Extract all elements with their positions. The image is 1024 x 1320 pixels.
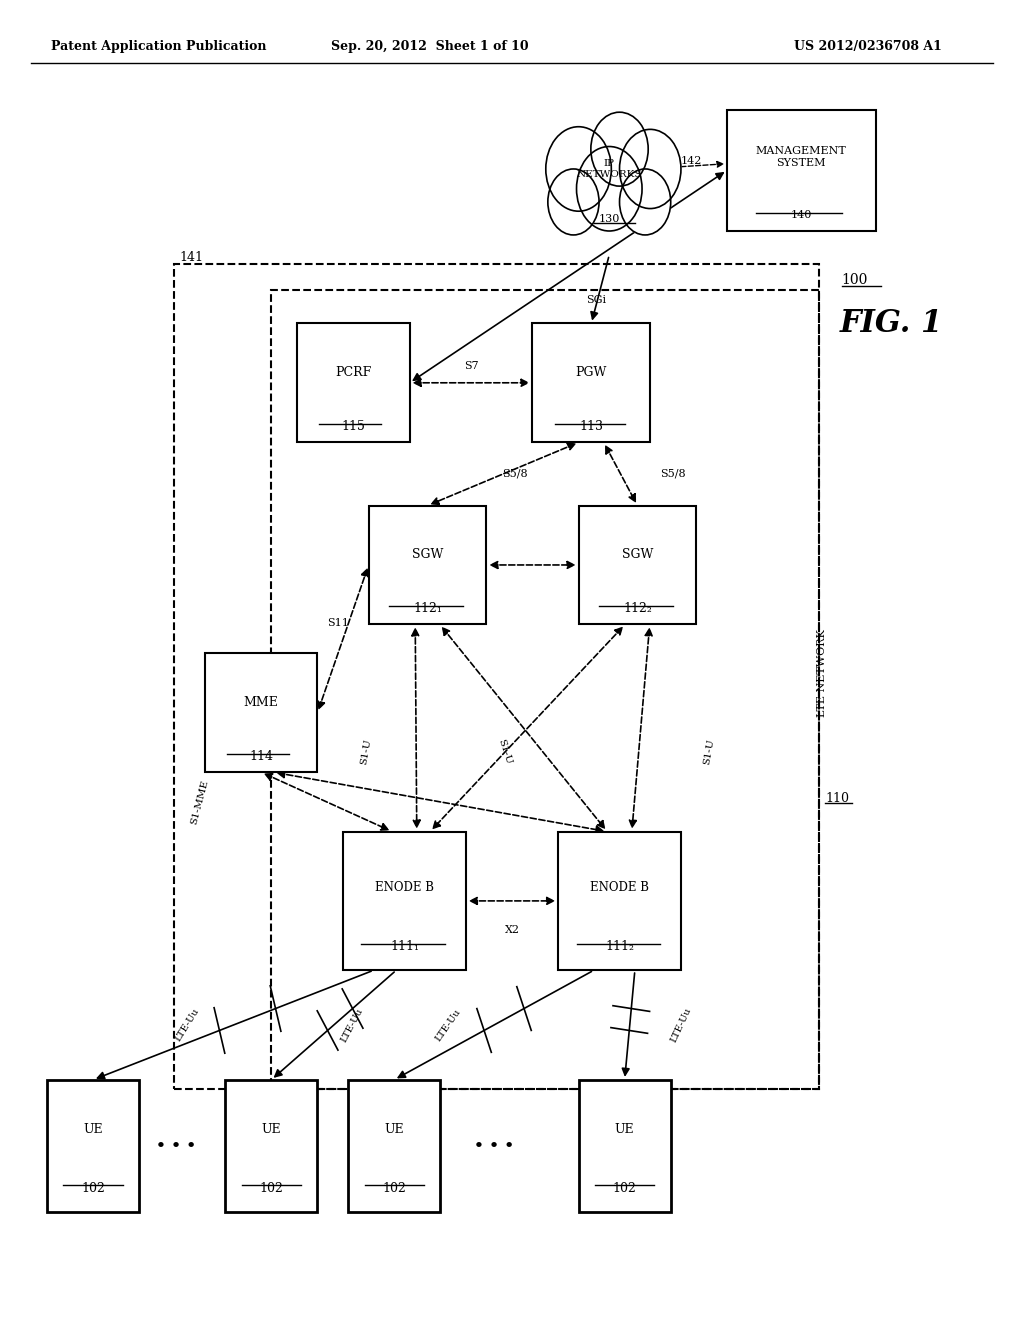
FancyBboxPatch shape <box>225 1080 317 1212</box>
Text: PGW: PGW <box>575 366 607 379</box>
Text: 111₂: 111₂ <box>605 940 634 953</box>
Text: IP
NETWORKS: IP NETWORKS <box>577 160 642 178</box>
Text: MME: MME <box>244 696 279 709</box>
Text: S1-MME: S1-MME <box>189 779 210 825</box>
Text: 102: 102 <box>382 1181 407 1195</box>
FancyBboxPatch shape <box>558 832 681 970</box>
Text: MANAGEMENT
SYSTEM: MANAGEMENT SYSTEM <box>756 147 847 168</box>
Text: S5/8: S5/8 <box>660 469 686 479</box>
Text: X2: X2 <box>505 925 519 935</box>
Text: LTE-Uu: LTE-Uu <box>340 1006 365 1044</box>
Text: 102: 102 <box>259 1181 284 1195</box>
Text: 110: 110 <box>825 792 849 805</box>
Text: 102: 102 <box>81 1181 105 1195</box>
FancyBboxPatch shape <box>348 1080 440 1212</box>
Text: S1-U: S1-U <box>702 738 716 766</box>
Text: UE: UE <box>83 1123 103 1137</box>
Text: S7: S7 <box>464 360 478 371</box>
Text: FIG. 1: FIG. 1 <box>840 308 943 339</box>
FancyBboxPatch shape <box>532 323 650 442</box>
Text: S1-U: S1-U <box>359 738 373 766</box>
Text: Sep. 20, 2012  Sheet 1 of 10: Sep. 20, 2012 Sheet 1 of 10 <box>332 40 528 53</box>
FancyBboxPatch shape <box>297 323 410 442</box>
FancyBboxPatch shape <box>579 1080 671 1212</box>
Text: Patent Application Publication: Patent Application Publication <box>51 40 266 53</box>
Text: LTE-Uu: LTE-Uu <box>174 1007 201 1043</box>
Text: SGW: SGW <box>412 548 443 561</box>
Text: ENODE B: ENODE B <box>590 882 649 894</box>
Text: LTE NETWORK: LTE NETWORK <box>817 630 827 717</box>
Text: SGi: SGi <box>587 294 606 305</box>
FancyBboxPatch shape <box>205 653 317 772</box>
Text: US 2012/0236708 A1: US 2012/0236708 A1 <box>795 40 942 53</box>
Circle shape <box>591 112 648 186</box>
Text: 142: 142 <box>681 156 702 166</box>
Text: SGW: SGW <box>622 548 653 561</box>
Text: 112₁: 112₁ <box>413 602 442 615</box>
Text: 141: 141 <box>179 251 203 264</box>
Text: 100: 100 <box>842 273 868 286</box>
Text: S11: S11 <box>327 618 349 628</box>
Text: UE: UE <box>384 1123 404 1137</box>
Text: PCRF: PCRF <box>335 366 372 379</box>
Text: 112₂: 112₂ <box>623 602 652 615</box>
Circle shape <box>620 129 681 209</box>
Text: LTE-Uu: LTE-Uu <box>433 1007 463 1043</box>
Text: 113: 113 <box>580 420 603 433</box>
Text: 140: 140 <box>791 210 812 220</box>
Text: ENODE B: ENODE B <box>375 882 434 894</box>
Text: 102: 102 <box>612 1181 637 1195</box>
Circle shape <box>620 169 671 235</box>
Text: UE: UE <box>261 1123 282 1137</box>
Text: S5/8: S5/8 <box>502 469 527 479</box>
Text: UE: UE <box>614 1123 635 1137</box>
Text: 115: 115 <box>341 420 366 433</box>
FancyBboxPatch shape <box>47 1080 139 1212</box>
FancyBboxPatch shape <box>727 110 876 231</box>
Text: S1-U: S1-U <box>496 738 513 766</box>
Text: 111₁: 111₁ <box>390 940 419 953</box>
Text: 114: 114 <box>249 750 273 763</box>
Circle shape <box>548 169 599 235</box>
FancyBboxPatch shape <box>369 506 486 624</box>
Circle shape <box>546 127 611 211</box>
Text: LTE-Uu: LTE-Uu <box>669 1006 693 1044</box>
Circle shape <box>577 147 642 231</box>
FancyBboxPatch shape <box>343 832 466 970</box>
Text: • • •: • • • <box>156 1139 197 1152</box>
Text: • • •: • • • <box>473 1139 514 1152</box>
Text: 130: 130 <box>599 214 620 224</box>
FancyBboxPatch shape <box>579 506 696 624</box>
